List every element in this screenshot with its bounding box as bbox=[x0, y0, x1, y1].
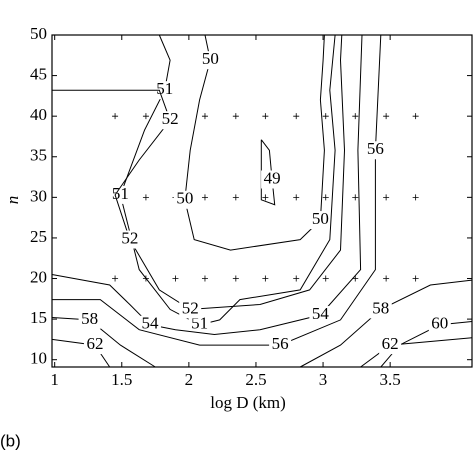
contour-label: 58 bbox=[372, 298, 389, 317]
contour-line bbox=[184, 34, 325, 251]
sample-point bbox=[352, 194, 359, 201]
sample-point bbox=[262, 194, 269, 201]
contour-label-bg bbox=[364, 141, 387, 160]
contour-line bbox=[51, 337, 473, 368]
contour-label-bg bbox=[109, 185, 132, 204]
contour-line bbox=[51, 34, 363, 336]
contour-label: 52 bbox=[121, 228, 138, 247]
sample-point bbox=[112, 275, 119, 282]
y-tick-label: 20 bbox=[30, 267, 47, 286]
contour-label: 52 bbox=[162, 109, 179, 128]
sample-point bbox=[293, 113, 300, 120]
sample-point bbox=[412, 194, 419, 201]
sample-point bbox=[322, 194, 329, 201]
contour-label-bg bbox=[78, 310, 101, 329]
contour-line bbox=[119, 34, 336, 326]
contour-label-bg bbox=[153, 81, 176, 100]
x-tick-label: 3 bbox=[319, 370, 328, 389]
contour-label: 54 bbox=[312, 304, 330, 323]
sample-point bbox=[142, 194, 149, 201]
contour-label: 56 bbox=[272, 334, 289, 353]
contour-label-bg bbox=[179, 300, 202, 319]
panel-label: (b) bbox=[0, 431, 21, 450]
contour-label-bg bbox=[199, 51, 222, 70]
y-tick-label: 10 bbox=[30, 349, 47, 368]
contour-label: 62 bbox=[382, 334, 399, 353]
contour-label-bg bbox=[428, 315, 451, 334]
sample-point bbox=[383, 275, 390, 282]
contour-label: 54 bbox=[141, 314, 159, 333]
sample-point bbox=[352, 113, 359, 120]
contour-label: 56 bbox=[367, 139, 384, 158]
contour-line bbox=[51, 279, 473, 368]
contour-label: 58 bbox=[81, 309, 98, 328]
contour-label: 51 bbox=[156, 79, 173, 98]
contour-label-bg bbox=[379, 336, 402, 355]
sample-point bbox=[232, 194, 239, 201]
sample-point bbox=[412, 113, 419, 120]
y-tick-label: 30 bbox=[30, 186, 47, 205]
y-tick-label: 35 bbox=[30, 146, 47, 165]
sample-point bbox=[322, 113, 329, 120]
contour-label-bg bbox=[369, 300, 392, 319]
contour-line bbox=[380, 321, 473, 368]
contour-label-bg bbox=[173, 190, 196, 209]
contour-label: 51 bbox=[191, 314, 208, 333]
sample-point bbox=[412, 275, 419, 282]
contour-label-bg bbox=[309, 306, 332, 325]
y-tick-label: 40 bbox=[30, 105, 47, 124]
contour-label: 49 bbox=[264, 168, 281, 187]
sample-point bbox=[383, 194, 390, 201]
y-tick-label: 45 bbox=[30, 64, 47, 83]
y-tick-label: 15 bbox=[30, 308, 47, 327]
x-tick-label: 2 bbox=[185, 370, 194, 389]
y-tick-label: 25 bbox=[30, 227, 47, 246]
contour-label: 50 bbox=[202, 49, 219, 68]
sample-point bbox=[232, 113, 239, 120]
contour-label: 50 bbox=[176, 189, 193, 208]
contour-label: 50 bbox=[312, 209, 329, 228]
sample-point bbox=[112, 113, 119, 120]
plot-frame bbox=[51, 34, 473, 368]
sample-point bbox=[201, 194, 208, 201]
sample-point bbox=[262, 113, 269, 120]
contour-line bbox=[260, 139, 276, 206]
y-axis-label: n bbox=[3, 196, 22, 205]
contour-line bbox=[52, 34, 382, 346]
contour-label: 52 bbox=[182, 298, 199, 317]
sample-point bbox=[172, 275, 179, 282]
sample-point bbox=[262, 275, 269, 282]
sample-point bbox=[383, 113, 390, 120]
contour-label-bg bbox=[188, 315, 211, 334]
sample-point bbox=[322, 275, 329, 282]
sample-point bbox=[293, 194, 300, 201]
contour-label-bg bbox=[309, 211, 332, 230]
contour-label: 60 bbox=[431, 314, 448, 333]
x-axis-label: log D (km) bbox=[210, 393, 286, 412]
contour-label-bg bbox=[118, 230, 141, 249]
contour-label-bg bbox=[83, 336, 106, 355]
sample-point bbox=[201, 275, 208, 282]
x-tick-label: 3.5 bbox=[380, 370, 401, 389]
sample-point bbox=[142, 113, 149, 120]
x-tick-label: 2.5 bbox=[245, 370, 266, 389]
contour-line bbox=[52, 34, 346, 310]
sample-point bbox=[201, 113, 208, 120]
contour-label-bg bbox=[138, 315, 161, 334]
contour-label-bg bbox=[261, 170, 284, 189]
contour-label-bg bbox=[269, 336, 292, 355]
contour-label: 62 bbox=[86, 334, 103, 353]
sample-point bbox=[232, 275, 239, 282]
y-tick-label: 50 bbox=[30, 24, 47, 43]
contour-label-bg bbox=[159, 111, 182, 130]
x-tick-label: 1.5 bbox=[111, 370, 132, 389]
x-tick-label: 1 bbox=[50, 370, 59, 389]
sample-point bbox=[293, 275, 300, 282]
